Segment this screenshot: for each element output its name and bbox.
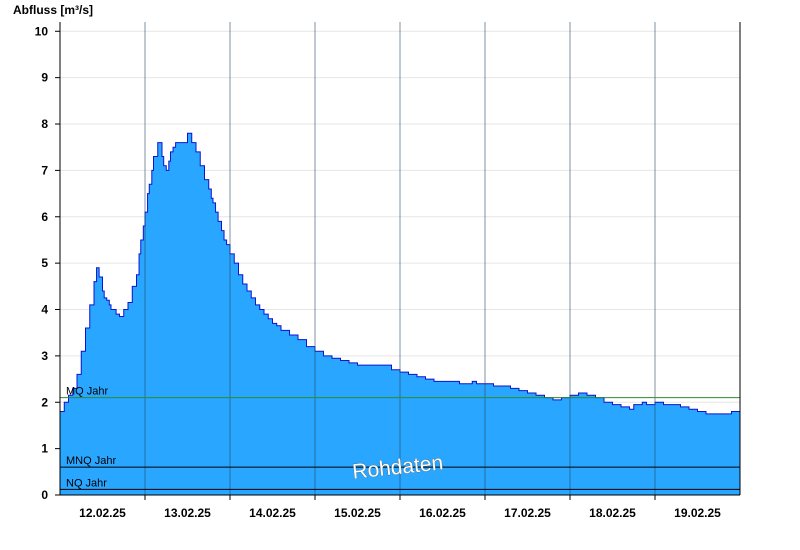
y-tick-label: 10	[35, 24, 49, 38]
y-tick-label: 2	[41, 395, 48, 409]
discharge-line	[60, 132, 740, 415]
y-tick-label: 4	[41, 303, 48, 317]
y-tick-label: 5	[41, 256, 48, 270]
x-tick-label: 12.02.25	[79, 506, 126, 520]
reference-line-label: MNQ Jahr	[66, 455, 116, 467]
x-tick-label: 19.02.25	[674, 506, 721, 520]
y-tick-label: 3	[41, 349, 48, 363]
x-tick-label: 17.02.25	[504, 506, 551, 520]
reference-line-label: MQ Jahr	[66, 386, 109, 398]
x-tick-label: 14.02.25	[249, 506, 296, 520]
y-tick-label: 1	[41, 442, 48, 456]
y-tick-label: 7	[41, 163, 48, 177]
reference-line-label: NQ Jahr	[66, 477, 107, 489]
y-axis-label: Abfluss [m³/s]	[13, 3, 93, 17]
reference-line-layer: MQ Jahr MNQ Jahr NQ Jahr	[60, 386, 740, 490]
y-tick-label: 0	[41, 488, 48, 502]
day-separator-layer	[144, 22, 656, 495]
y-tick-label: 9	[41, 71, 48, 85]
y-tick-label: 6	[41, 210, 48, 224]
axis-layer: 0 1 2 3 4 5 6 7 8 9 10 12.02.25 13.02.25 14.02.25 15.0…	[35, 22, 741, 520]
x-tick-label: 18.02.25	[589, 506, 636, 520]
x-tick-label: 16.02.25	[419, 506, 466, 520]
x-tick-label: 15.02.25	[334, 506, 381, 520]
y-tick-label: 8	[41, 117, 48, 131]
x-tick-label: 13.02.25	[164, 506, 211, 520]
